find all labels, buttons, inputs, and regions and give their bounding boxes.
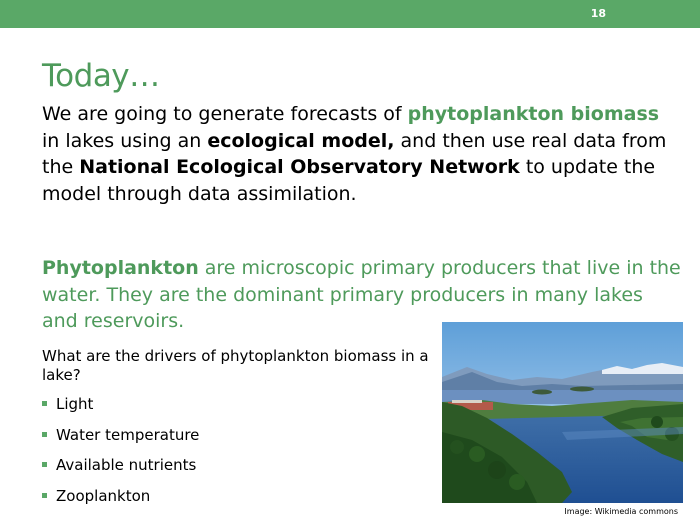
- bullet-text: Light: [56, 395, 94, 413]
- header-bar: 18: [0, 0, 700, 28]
- bullet-square-icon: [42, 492, 47, 498]
- lake-photo: [442, 322, 683, 503]
- drivers-question: What are the drivers of phytoplankton bi…: [42, 347, 429, 384]
- image-credit: Image: Wikimedia commons: [564, 507, 678, 516]
- bullet-square-icon: [42, 401, 47, 406]
- slide-title: Today…: [42, 58, 160, 94]
- bullet-text: Available nutrients: [56, 456, 197, 474]
- neon-term: National Ecological Observatory Network: [79, 156, 520, 178]
- bullet-square-icon: [42, 431, 47, 437]
- list-item: Available nutrients: [42, 456, 199, 487]
- intro-paragraph: We are going to generate forecasts of ph…: [42, 101, 682, 207]
- intro-text-1: We are going to generate forecasts of: [42, 103, 408, 125]
- ecological-model-term: ecological model,: [207, 129, 395, 152]
- intro-text-4: to update the model through data assimil…: [42, 156, 656, 205]
- slide-number: 18: [590, 7, 606, 20]
- definition-text: are microscopic primary producers that l…: [42, 257, 681, 332]
- list-item: Zooplankton: [42, 487, 199, 518]
- intro-text-3: and then use real data from the: [42, 129, 667, 179]
- drivers-list: Light Water temperature Available nutrie…: [42, 395, 199, 517]
- bullet-text: Water temperature: [56, 425, 200, 444]
- bullet-text: Zooplankton: [56, 486, 151, 505]
- phytoplankton-biomass-term: phytoplankton biomass: [407, 103, 660, 125]
- intro-text-2: in lakes using an: [42, 129, 208, 152]
- phytoplankton-term: Phytoplankton: [42, 257, 199, 279]
- bullet-square-icon: [42, 462, 47, 467]
- list-item: Water temperature: [42, 426, 199, 457]
- definition-paragraph: Phytoplankton are microscopic primary pr…: [42, 255, 682, 335]
- list-item: Light: [42, 395, 199, 426]
